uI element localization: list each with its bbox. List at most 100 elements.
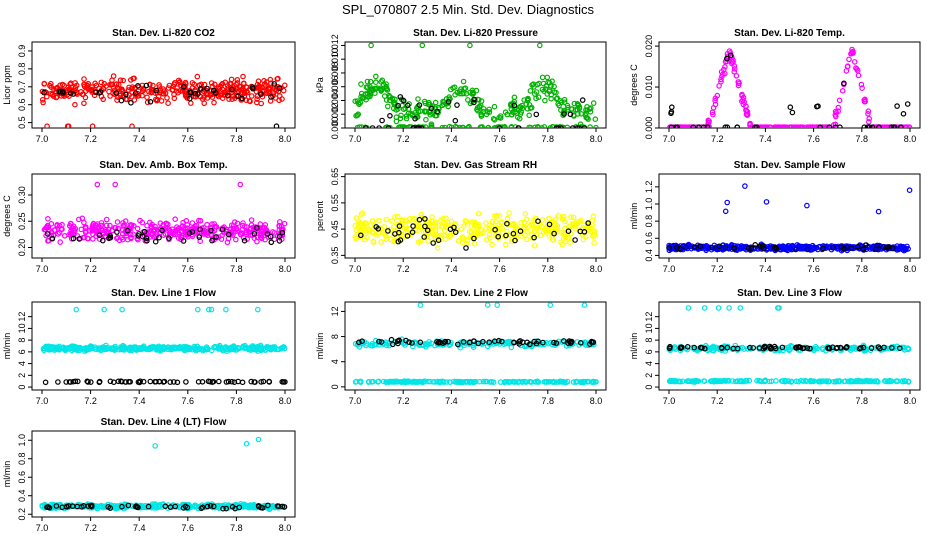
data-point-main <box>156 82 162 88</box>
data-point-main <box>590 227 597 233</box>
data-point-main <box>534 124 541 128</box>
data-point-main <box>560 230 567 236</box>
data-point-black <box>898 124 904 128</box>
data-point-main <box>562 234 569 240</box>
x-tick-label: 7.8 <box>230 396 243 406</box>
data-point-black <box>888 345 895 351</box>
data-point-main <box>539 217 546 223</box>
data-point-main <box>590 100 597 106</box>
x-tick-label: 7.6 <box>493 134 506 144</box>
data-point-main <box>535 379 542 385</box>
x-tick-label: 7.2 <box>397 396 410 406</box>
data-point-main <box>881 124 887 128</box>
x-tick-label: 8.0 <box>590 134 603 144</box>
y-tick-label: 0.55 <box>330 194 340 212</box>
data-point-main <box>418 211 425 218</box>
data-point-main <box>712 97 718 104</box>
data-point-main <box>446 234 452 240</box>
data-point-black <box>517 338 523 344</box>
data-point-main <box>189 220 196 226</box>
data-point-main <box>467 42 473 49</box>
data-point-main <box>773 377 779 384</box>
data-point-main <box>82 224 89 230</box>
data-point-main <box>381 224 388 230</box>
data-point-main <box>480 106 487 112</box>
data-point-black <box>166 235 172 241</box>
data-point-black <box>830 244 837 251</box>
data-point-main <box>120 77 127 84</box>
data-point-main <box>484 302 491 308</box>
x-tick-label: 7.4 <box>759 396 772 406</box>
data-point-main <box>905 378 912 385</box>
data-point-main <box>820 124 826 128</box>
plot-frame <box>31 41 296 129</box>
data-point-main <box>223 306 229 313</box>
data-point-black <box>118 97 125 104</box>
data-point-black <box>730 345 737 352</box>
data-point-main <box>119 345 125 351</box>
data-point-main <box>733 73 740 79</box>
data-point-main <box>372 79 379 86</box>
data-point-black <box>252 379 258 385</box>
data-point-main <box>859 85 865 91</box>
data-point-main <box>575 102 582 109</box>
data-point-black <box>792 246 799 253</box>
data-point-main <box>96 503 102 510</box>
data-point-black <box>122 379 129 385</box>
data-point-black <box>752 242 759 248</box>
data-point-main <box>502 109 509 116</box>
data-point-black <box>223 379 230 385</box>
data-point-main <box>184 230 191 236</box>
data-point-main <box>423 116 429 123</box>
data-point-main <box>794 124 801 128</box>
x-tick-label: 7.0 <box>663 264 676 274</box>
data-point-main <box>718 78 724 85</box>
panel-title: Stan. Dev. Line 1 Flow <box>111 288 216 299</box>
data-point-black <box>44 504 50 511</box>
data-point-main <box>429 223 435 229</box>
data-point-main <box>560 213 567 220</box>
data-point-main <box>55 346 62 353</box>
data-point-main <box>865 111 871 117</box>
data-point-main <box>352 98 359 105</box>
data-point-black <box>504 220 510 227</box>
data-point-black <box>745 245 752 251</box>
data-point-main <box>81 82 87 88</box>
x-tick-label: 7.6 <box>807 134 820 144</box>
data-point-main <box>141 343 147 350</box>
data-point-black <box>863 242 869 248</box>
data-point-main <box>521 219 527 226</box>
data-point-black <box>75 378 81 385</box>
data-point-black <box>143 82 150 89</box>
data-point-black <box>889 245 896 252</box>
data-point-main <box>258 100 265 107</box>
data-point-main <box>491 103 498 110</box>
data-point-main <box>708 378 715 384</box>
data-point-black <box>873 246 879 253</box>
data-point-main <box>208 306 215 313</box>
data-point-black <box>516 125 522 128</box>
x-tick-label: 7.4 <box>445 134 458 144</box>
data-point-main <box>798 124 804 128</box>
data-point-main <box>107 93 113 99</box>
data-point-main <box>724 377 730 384</box>
data-point-main <box>490 116 497 122</box>
data-point-black <box>264 231 271 237</box>
data-point-main <box>739 92 745 99</box>
data-point-black <box>250 85 256 92</box>
data-point-main <box>852 378 859 385</box>
data-point-black <box>854 243 861 250</box>
data-point-main <box>111 502 118 509</box>
data-point-main <box>228 76 235 83</box>
data-point-main <box>153 96 159 103</box>
data-point-black <box>145 503 152 510</box>
data-point-main <box>87 343 94 349</box>
data-point-main <box>489 379 495 385</box>
data-point-main <box>572 226 579 232</box>
data-point-black <box>716 243 723 250</box>
data-point-main <box>89 225 96 232</box>
data-point-main <box>246 346 253 352</box>
data-point-main <box>257 346 264 353</box>
x-tick-label: 8.0 <box>279 396 292 406</box>
data-point-main <box>435 109 442 116</box>
